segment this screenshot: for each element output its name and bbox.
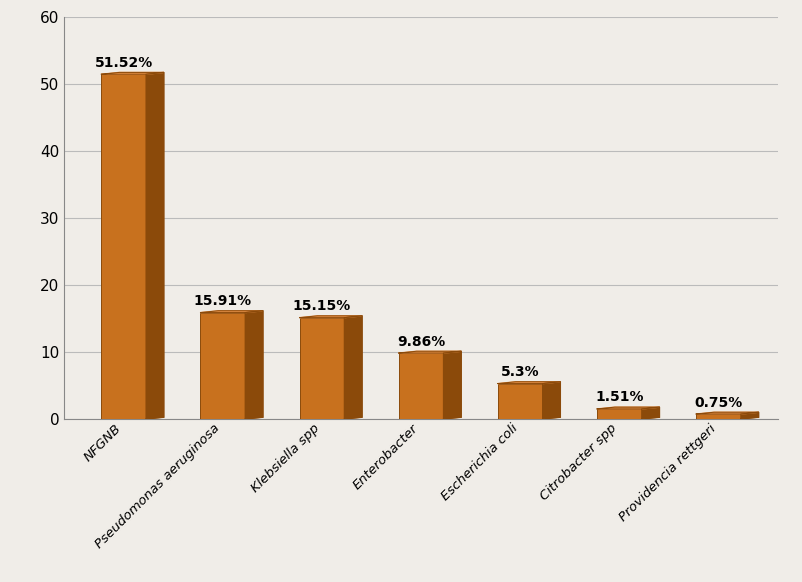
Text: 0.75%: 0.75%: [695, 396, 743, 410]
Polygon shape: [498, 382, 561, 384]
Polygon shape: [146, 72, 164, 419]
Polygon shape: [444, 352, 461, 419]
Polygon shape: [399, 352, 461, 353]
Bar: [200, 313, 245, 419]
Text: 1.51%: 1.51%: [595, 391, 643, 404]
Polygon shape: [245, 311, 263, 419]
Bar: [300, 318, 344, 419]
Polygon shape: [597, 407, 659, 409]
Polygon shape: [696, 412, 759, 414]
Polygon shape: [741, 412, 759, 419]
Text: 9.86%: 9.86%: [397, 335, 445, 349]
Text: 51.52%: 51.52%: [95, 56, 152, 70]
Polygon shape: [642, 407, 659, 419]
Polygon shape: [344, 316, 362, 419]
Bar: [597, 409, 642, 419]
Bar: [399, 353, 444, 419]
Text: 15.91%: 15.91%: [194, 294, 252, 308]
Bar: [101, 74, 146, 419]
Text: 5.3%: 5.3%: [501, 365, 540, 379]
Polygon shape: [300, 316, 362, 318]
Polygon shape: [101, 72, 164, 74]
Text: 15.15%: 15.15%: [293, 299, 351, 313]
Bar: [498, 384, 542, 419]
Polygon shape: [542, 382, 561, 419]
Polygon shape: [200, 311, 263, 313]
Bar: [696, 414, 741, 419]
